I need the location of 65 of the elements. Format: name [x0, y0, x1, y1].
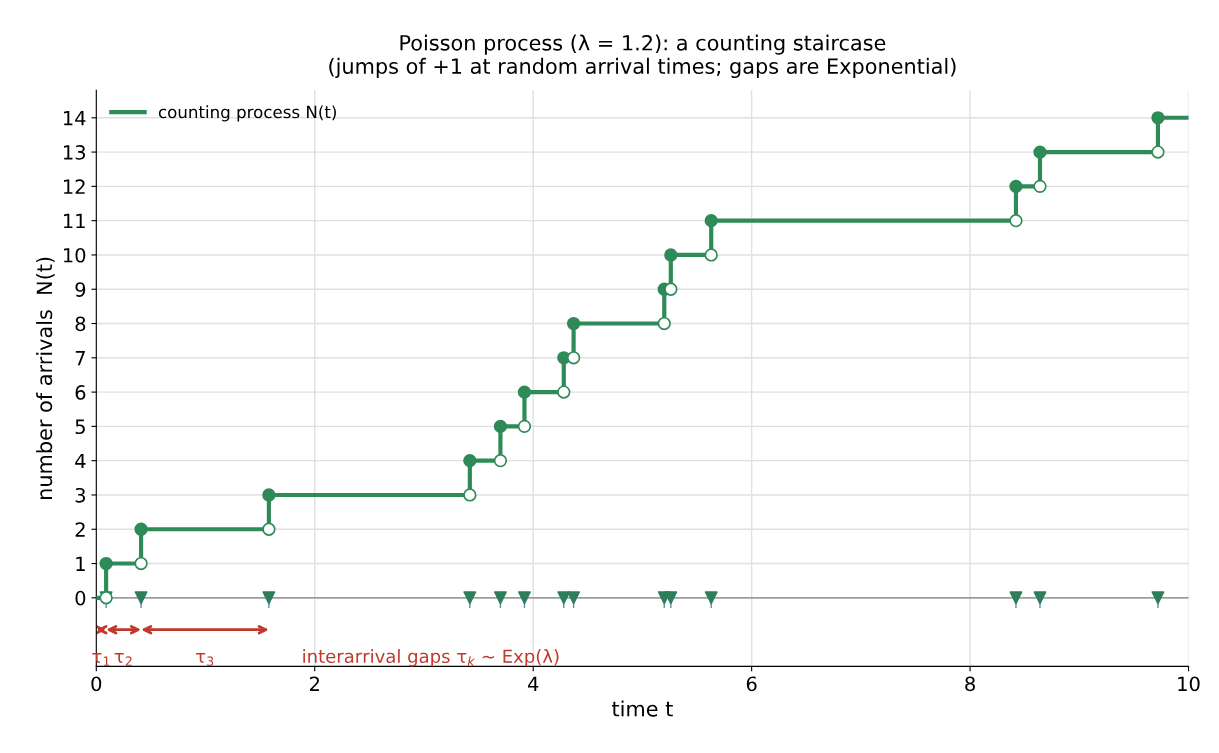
point [1033, 145, 1047, 159]
point [517, 591, 531, 605]
y-tick-label: 6 [75, 385, 86, 400]
point [1009, 179, 1023, 194]
y-tick-label: 9 [75, 282, 86, 297]
point [704, 591, 718, 605]
point [99, 556, 113, 571]
point [463, 591, 477, 605]
x-tick-label: 0 [91, 676, 102, 692]
point [664, 248, 678, 262]
point [134, 591, 148, 605]
point [664, 282, 678, 296]
y-tick-label: 1 [76, 556, 85, 571]
point [134, 522, 148, 536]
y-tick-label: 5 [75, 419, 85, 435]
point [493, 591, 507, 605]
y-axis-title: number of arrivals N(t) [36, 257, 55, 499]
y-tick-label: 10 [63, 247, 86, 263]
point [1151, 111, 1165, 125]
y-tick-label: 3 [75, 487, 86, 503]
point [517, 385, 532, 399]
y-tick-label: 11 [63, 213, 85, 229]
point [657, 316, 671, 331]
point [493, 419, 508, 434]
y-tick-label: 8 [75, 316, 86, 332]
point [664, 591, 678, 605]
x-tick-label: 8 [965, 676, 975, 692]
y-tick-label: 0 [75, 590, 86, 606]
point [704, 214, 718, 228]
y-tick-label: 14 [63, 111, 86, 126]
chart-title: Poisson process (λ = 1.2): a counting staircase (jumps of +1 at random arrival times; gaps are Exponential) [329, 34, 956, 79]
point [704, 248, 718, 262]
point [566, 351, 581, 365]
annotation: interarrival gaps τ$_{k}$ ~ Exp(λ) [303, 649, 559, 667]
x-axis-title: time t [612, 700, 673, 717]
point [262, 591, 276, 605]
y-tick-label: 13 [63, 145, 86, 160]
point [1033, 591, 1047, 605]
y-tick-label: 2 [75, 522, 85, 537]
point [1009, 214, 1023, 228]
point [557, 591, 571, 605]
point [557, 385, 571, 399]
y-tick-label: 12 [63, 179, 85, 194]
point [262, 488, 276, 502]
point [1033, 179, 1047, 194]
y-tick-label: 4 [75, 453, 86, 469]
point [567, 591, 581, 605]
point [1151, 591, 1165, 605]
annotation: τ$_{3}$ [196, 652, 214, 666]
point [1151, 145, 1165, 159]
x-tick-label: 10 [1178, 676, 1200, 692]
point [517, 419, 532, 434]
x-tick-label: 6 [746, 676, 757, 692]
point [134, 556, 148, 571]
x-tick-label: 2 [309, 676, 319, 691]
point [1009, 591, 1023, 605]
x-tick-label: 4 [527, 676, 539, 691]
point [493, 454, 508, 468]
point [566, 316, 581, 331]
legend-label: counting process N(t) [158, 105, 336, 122]
point [463, 488, 477, 502]
point [262, 522, 276, 536]
y-tick-label: 7 [75, 351, 85, 366]
annotation: τ$_{2}$ [114, 652, 132, 666]
point [463, 454, 477, 468]
